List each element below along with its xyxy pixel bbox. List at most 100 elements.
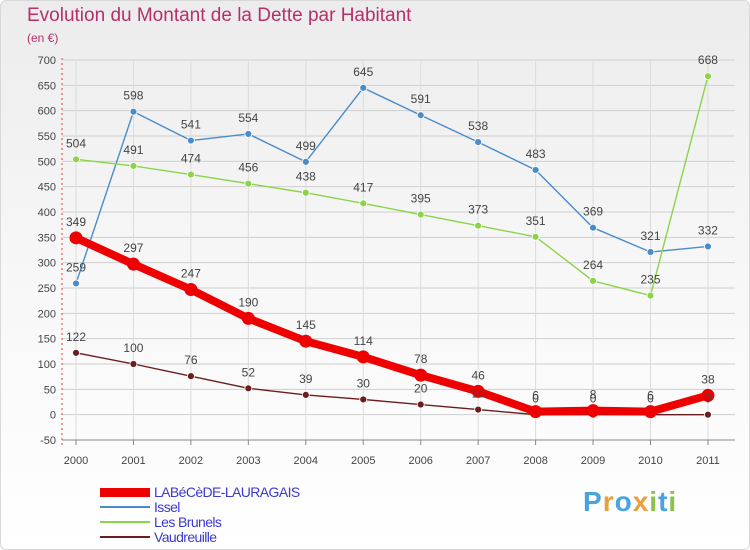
- data-label: 46: [471, 368, 485, 382]
- data-label: 395: [411, 192, 431, 206]
- data-label: 0: [705, 392, 712, 406]
- data-point: [129, 161, 138, 170]
- data-point: [129, 360, 138, 368]
- data-point: [701, 388, 715, 402]
- data-point: [184, 283, 198, 297]
- x-tick-label: 2000: [64, 455, 88, 467]
- data-label: 8: [590, 388, 597, 402]
- data-label: 349: [66, 215, 86, 229]
- data-label: 259: [66, 260, 86, 274]
- data-label: 499: [296, 139, 316, 153]
- data-label: 235: [640, 273, 660, 287]
- data-point: [646, 248, 655, 256]
- data-label: 438: [296, 170, 316, 184]
- y-tick-label: 500: [38, 156, 56, 168]
- logo-letter: i: [668, 486, 678, 517]
- data-label: 297: [123, 241, 143, 255]
- data-label: 541: [181, 118, 201, 132]
- data-point: [359, 199, 368, 208]
- data-label: 474: [181, 152, 201, 166]
- data-point: [704, 410, 712, 419]
- data-label: 491: [123, 143, 143, 157]
- x-tick-label: 2001: [121, 455, 145, 467]
- grid-lines: [62, 59, 735, 441]
- y-tick-label: 400: [38, 207, 56, 219]
- y-tick-label: 250: [38, 283, 56, 295]
- data-label: 598: [123, 89, 143, 103]
- data-point: [186, 136, 195, 145]
- legend-label: Vaudreuille: [154, 529, 217, 545]
- data-point: [244, 130, 253, 138]
- data-label: 76: [184, 353, 198, 367]
- x-tick-label: 2004: [294, 455, 318, 467]
- data-label: 190: [238, 295, 258, 309]
- legend-swatch: [100, 521, 150, 523]
- data-label: 78: [414, 352, 428, 366]
- data-point: [589, 277, 597, 285]
- data-point: [241, 311, 255, 325]
- series-layer: [69, 72, 715, 419]
- data-label: 114: [354, 334, 373, 348]
- data-label: 645: [353, 65, 373, 79]
- x-tick-label: 2005: [351, 455, 375, 467]
- data-label: 30: [357, 376, 371, 390]
- data-point: [414, 368, 428, 382]
- legend-label: Issel: [154, 499, 180, 515]
- series-line-LABéCèDE-LAURAGAIS: [72, 233, 712, 416]
- y-tick-label: 200: [38, 308, 56, 320]
- data-point: [531, 166, 540, 174]
- logo-letter: o: [614, 486, 633, 517]
- data-label: 504: [66, 136, 86, 150]
- data-point: [186, 170, 195, 179]
- data-point: [72, 348, 80, 357]
- chart-title: Evolution du Montant de la Dette par Hab…: [27, 5, 412, 26]
- data-point: [244, 179, 253, 188]
- y-tick-label: 300: [38, 258, 56, 270]
- series-line-Les Brunels: [75, 75, 709, 297]
- data-labels: 259 598 541 554 499 645 591 538 483 369 321 332 504 4…: [66, 53, 718, 405]
- legend-label: Les Brunels: [154, 514, 222, 530]
- legend-swatch: [100, 506, 150, 508]
- logo-letter: i: [649, 486, 659, 517]
- data-point: [474, 405, 483, 414]
- y-tick-label: 0: [50, 410, 56, 422]
- data-point: [474, 221, 483, 230]
- data-point: [126, 257, 140, 271]
- legend-swatch: [100, 487, 150, 497]
- x-tick-label: 2003: [236, 455, 260, 467]
- data-point: [301, 157, 310, 166]
- data-label: 264: [583, 258, 603, 272]
- data-point: [299, 334, 313, 348]
- data-point: [704, 72, 712, 81]
- y-tick-label: 50: [44, 384, 56, 396]
- data-point: [301, 188, 310, 197]
- data-point: [531, 232, 540, 241]
- legend-label: LABéCèDE-LAURAGAIS: [154, 484, 300, 500]
- x-tick-label: 2011: [696, 455, 720, 467]
- data-point: [416, 400, 425, 409]
- data-point: [356, 350, 370, 364]
- data-label: 10: [471, 387, 485, 401]
- data-label: 6: [532, 389, 539, 403]
- data-point: [359, 83, 368, 92]
- chart-subtitle: (en €): [27, 31, 59, 45]
- legend-swatch: [100, 536, 150, 538]
- axes: -500501001502002503003504004505005506006…: [38, 55, 735, 467]
- data-point: [72, 279, 80, 288]
- data-point: [471, 384, 485, 398]
- y-tick-label: 100: [38, 359, 56, 371]
- x-tick-label: 2008: [523, 455, 547, 467]
- data-label: 373: [468, 203, 488, 217]
- y-tick-label: 600: [38, 106, 56, 118]
- data-label: 351: [526, 214, 546, 228]
- data-label: 145: [296, 318, 316, 332]
- data-label: 0: [532, 392, 539, 406]
- logo-letter: r: [602, 486, 615, 517]
- data-point: [72, 155, 80, 164]
- x-tick-label: 2006: [408, 455, 432, 467]
- y-tick-label: 650: [38, 80, 56, 92]
- data-label: 52: [242, 365, 256, 379]
- series-line-Issel: [75, 87, 709, 285]
- data-point: [704, 242, 712, 251]
